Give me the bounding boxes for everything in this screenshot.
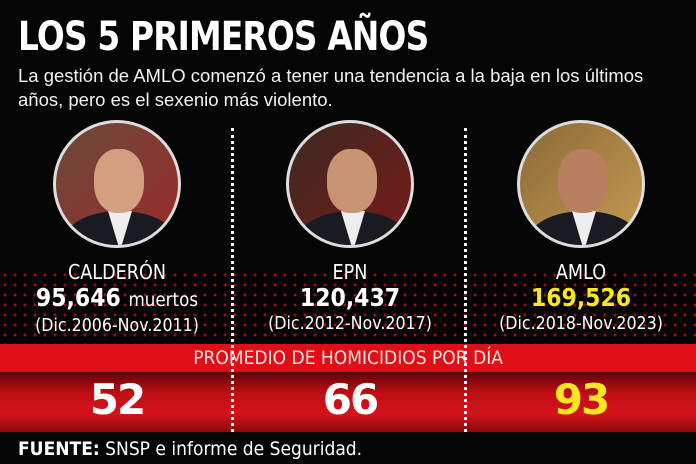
subtitle: La gestión de AMLO comenzó a tener una t… xyxy=(18,65,644,110)
period: (Dic.2018-Nov.2023) xyxy=(499,313,663,334)
photo-amlo xyxy=(517,120,645,248)
president-column-calderon: CALDERÓN 95,646 muertos (Dic.2006-Nov.20… xyxy=(1,120,233,336)
period: (Dic.2006-Nov.2011) xyxy=(35,315,199,336)
page-title: LOS 5 PRIMEROS AÑOS xyxy=(18,14,429,60)
column-divider xyxy=(464,128,467,432)
photo-epn xyxy=(286,120,414,248)
total-homicides: 120,437 xyxy=(299,283,401,312)
daily-average-amlo: 93 xyxy=(553,375,610,424)
daily-average-epn: 66 xyxy=(322,375,379,424)
source-note: FUENTE: SNSP e informe de Seguridad. xyxy=(18,438,363,460)
president-name: EPN xyxy=(332,260,368,284)
president-name: AMLO xyxy=(555,260,607,284)
daily-average-band: PROMEDIO DE HOMICIDIOS POR DÍA xyxy=(0,344,696,372)
total-homicides: 95,646 muertos xyxy=(35,283,199,312)
column-divider xyxy=(231,128,234,432)
photo-calderon xyxy=(53,120,181,248)
president-column-amlo: AMLO 169,526 (Dic.2018-Nov.2023) xyxy=(465,120,696,334)
president-name: CALDERÓN xyxy=(67,260,167,284)
total-homicides: 169,526 xyxy=(530,283,632,312)
president-column-epn: EPN 120,437 (Dic.2012-Nov.2017) xyxy=(234,120,466,334)
dot-pattern xyxy=(0,270,696,345)
period: (Dic.2012-Nov.2017) xyxy=(268,313,432,334)
daily-average-calderon: 52 xyxy=(89,375,146,424)
daily-average-background xyxy=(0,372,696,432)
